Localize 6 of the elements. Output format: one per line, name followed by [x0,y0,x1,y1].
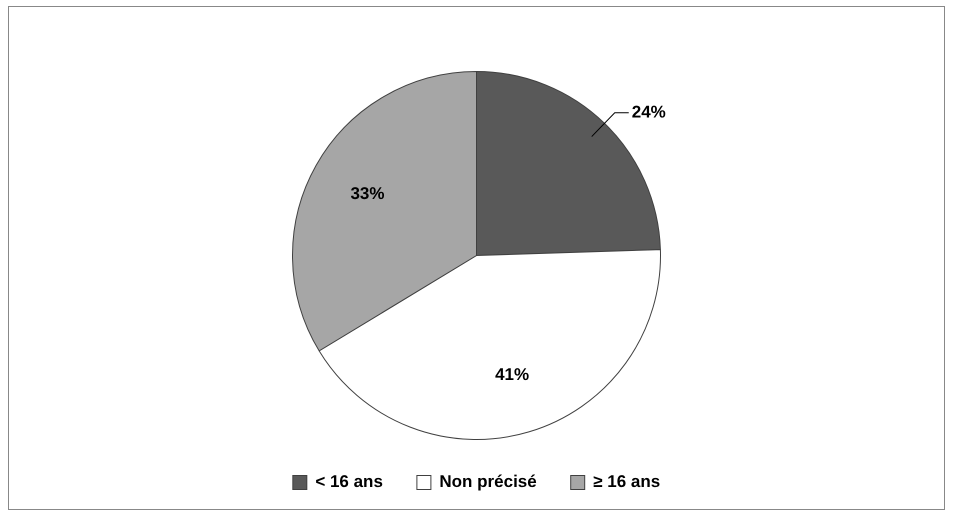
legend-label: ≥ 16 ans [593,472,660,492]
data-label: 33% [350,184,384,203]
legend-label: Non précisé [439,472,537,492]
legend-label: < 16 ans [315,472,383,492]
data-label: 24% [632,102,666,122]
data-label: 41% [495,365,530,384]
